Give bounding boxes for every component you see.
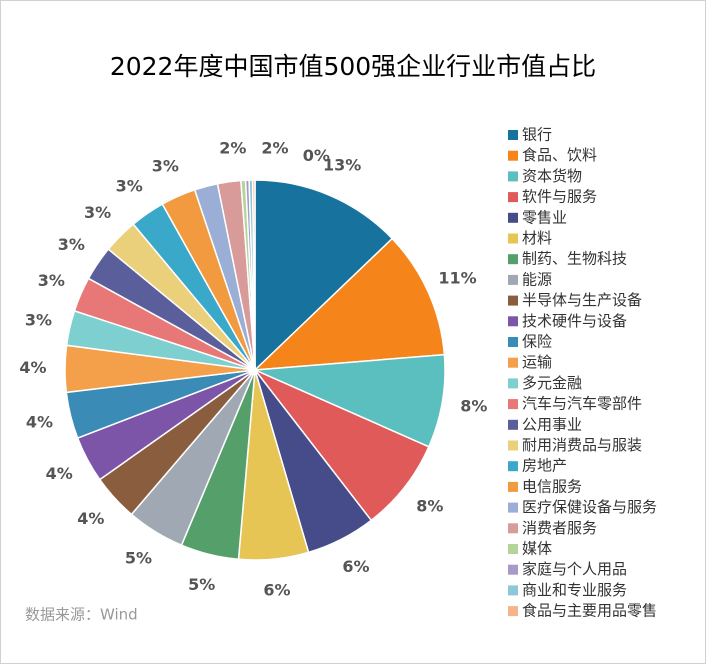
legend-swatch (508, 274, 518, 285)
legend-swatch (508, 419, 518, 430)
legend-label: 半导体与生产设备 (522, 291, 642, 309)
legend-label: 资本货物 (522, 167, 582, 185)
legend-swatch (508, 337, 518, 347)
legend-swatch (508, 378, 518, 389)
data-label: 4% (19, 358, 46, 377)
data-label: 2% (261, 138, 288, 157)
legend-label: 材料 (522, 229, 552, 247)
data-label: 5% (125, 548, 152, 567)
legend-label: 媒体 (522, 540, 552, 558)
legend-label: 技术硬件与设备 (522, 312, 627, 330)
legend-swatch (508, 585, 518, 596)
data-label: 6% (342, 557, 369, 576)
pie-slice (252, 237, 446, 371)
legend-label: 商业和专业服务 (522, 581, 627, 599)
legend-label: 食品与主要用品零售 (522, 602, 657, 620)
data-label: 6% (263, 580, 290, 599)
legend-swatch (508, 295, 518, 306)
legend-label: 保险 (522, 333, 552, 351)
legend-swatch (508, 254, 518, 265)
legend-swatch (508, 606, 518, 617)
legend-label: 食品、饮料 (522, 146, 597, 164)
legend-label: 电信服务 (522, 477, 582, 495)
legend-label: 银行 (522, 126, 552, 144)
legend-swatch (508, 130, 518, 140)
legend-label: 制药、生物科技 (522, 250, 627, 268)
legend-swatch (508, 523, 518, 534)
data-label: 3% (25, 310, 52, 329)
data-label: 0% (303, 146, 330, 165)
legend-swatch (508, 544, 518, 554)
data-label: 11% (438, 269, 476, 288)
legend-swatch (508, 192, 518, 203)
legend-swatch (508, 150, 518, 161)
chart-title: 2022年度中国市值500强企业行业市值占比 (110, 52, 596, 81)
source-note: 数据来源：Wind (25, 606, 138, 624)
legend-swatch (508, 440, 518, 451)
data-label: 3% (38, 271, 65, 290)
pie-slice (254, 369, 430, 522)
legend-label: 医疗保健设备与服务 (522, 498, 657, 516)
legend-swatch (508, 171, 518, 182)
legend-label: 多元金融 (522, 374, 582, 392)
data-label: 3% (58, 235, 85, 254)
data-label: 4% (77, 509, 104, 528)
legend-swatch (508, 502, 518, 513)
data-label: 13% (323, 155, 361, 174)
legend-label: 公用事业 (522, 415, 582, 433)
pie-slice (254, 179, 394, 372)
legend-swatch (508, 399, 518, 410)
data-label: 3% (116, 177, 143, 196)
legend-swatch (508, 461, 518, 472)
legend-swatch (508, 564, 518, 575)
legend-label: 零售业 (522, 208, 567, 226)
legend-label: 消费者服务 (522, 519, 597, 537)
legend-label: 耐用消费品与服装 (522, 436, 642, 454)
legend-swatch (508, 233, 518, 244)
pie-slice (251, 179, 256, 371)
data-label: 4% (26, 413, 53, 432)
data-label: 8% (416, 496, 443, 515)
legend-label: 家庭与个人用品 (522, 560, 627, 578)
legend-label: 运输 (522, 353, 552, 371)
legend-swatch (508, 316, 518, 327)
data-label: 5% (188, 575, 215, 594)
legend-label: 能源 (522, 270, 552, 288)
legend-label: 房地产 (522, 457, 567, 475)
data-label: 3% (84, 203, 111, 222)
legend-swatch (508, 357, 518, 368)
legend-label: 汽车与汽车零部件 (522, 395, 642, 413)
data-label: 8% (460, 397, 487, 416)
pie-slice (254, 353, 446, 448)
data-label: 2% (219, 139, 246, 158)
data-label: 3% (152, 156, 179, 175)
data-label: 4% (46, 464, 73, 483)
legend-swatch (508, 212, 518, 223)
legend-swatch (508, 481, 518, 492)
legend-label: 软件与服务 (522, 188, 597, 206)
